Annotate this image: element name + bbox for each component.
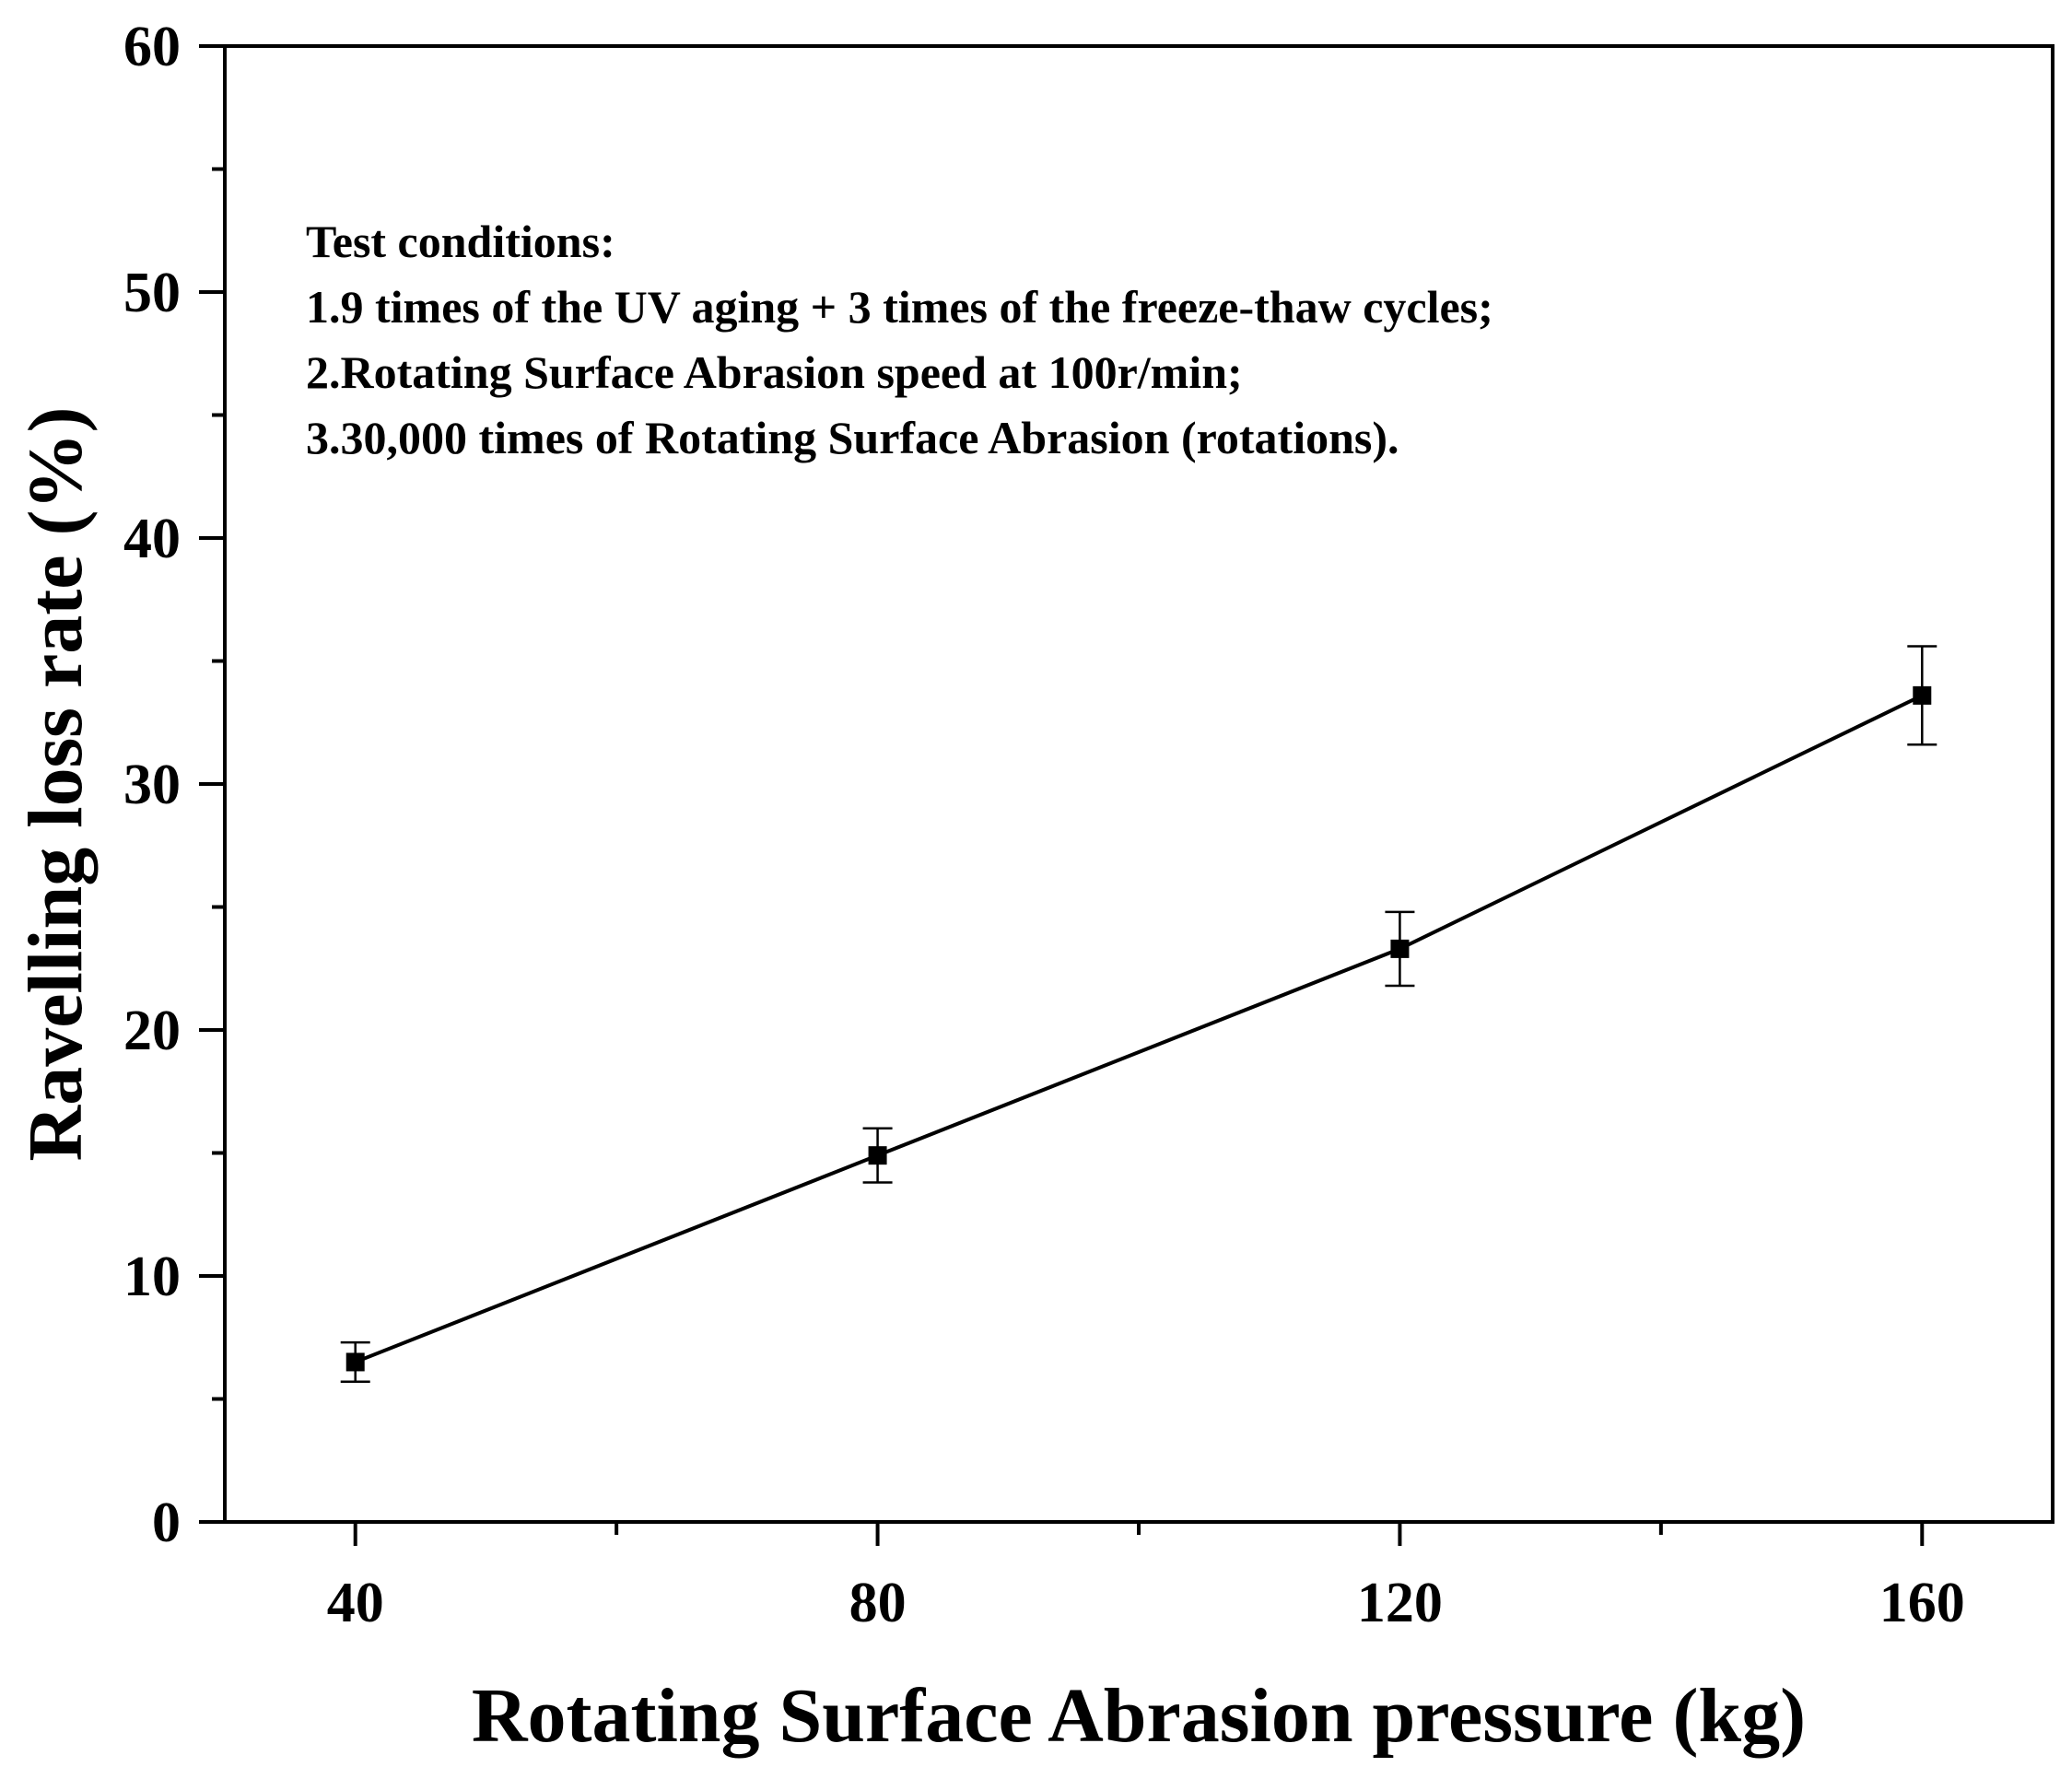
series-line [354,694,1924,1364]
x-axis-title: Rotating Surface Abrasion pressure (kg) [472,1673,1806,1759]
y-tick-label: 50 [123,262,181,324]
series-layer [340,645,1937,1384]
data-point [1913,685,1932,705]
y-tick-label: 0 [152,1492,181,1554]
annotation-line-4: 3.30,000 times of Rotating Surface Abras… [306,412,1399,463]
y-tick-label: 30 [123,754,181,816]
data-point [868,1146,887,1165]
y-tick-label: 10 [123,1246,181,1308]
annotation-line-1: Test conditions: [306,216,615,267]
x-tick-label: 40 [327,1572,384,1634]
x-tick-label: 160 [1879,1572,1965,1634]
annotation-box: Test conditions: 1.9 times of the UV agi… [306,216,1493,463]
annotation-line-2: 1.9 times of the UV aging + 3 times of t… [306,281,1493,333]
data-point [1390,939,1410,958]
data-point [345,1352,365,1372]
plot-frame [223,44,2054,1524]
y-tick-label: 60 [123,16,181,78]
annotation-line-3: 2.Rotating Surface Abrasion speed at 100… [306,346,1243,398]
y-tick-label: 20 [123,1000,181,1062]
y-tick-label: 40 [123,508,181,570]
x-tick-label: 80 [849,1572,907,1634]
y-axis: 0 10 20 30 40 50 60 [123,16,225,1554]
x-axis: 40 80 120 160 [327,1522,1965,1634]
x-tick-label: 120 [1357,1572,1443,1634]
y-axis-title: Ravelling loss rate (%) [13,407,99,1162]
